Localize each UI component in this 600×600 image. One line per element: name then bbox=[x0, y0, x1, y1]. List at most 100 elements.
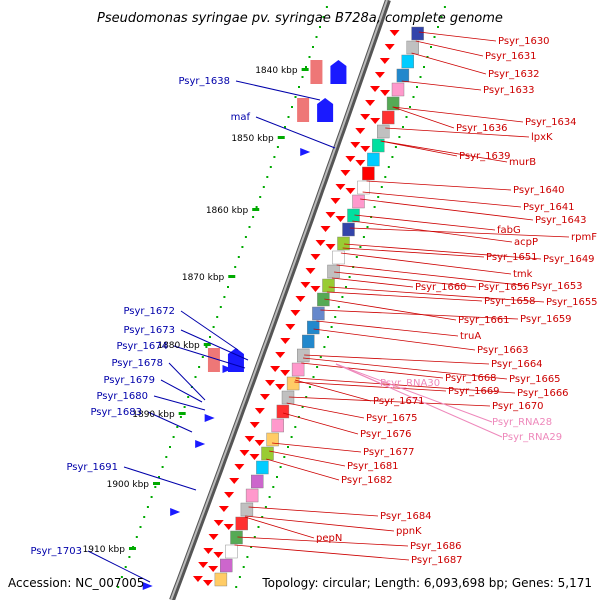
gene-label[interactable]: Psyr_1680 bbox=[96, 391, 148, 402]
gene-label[interactable]: Psyr_1677 bbox=[363, 447, 415, 458]
gene-label[interactable]: Psyr_1675 bbox=[366, 413, 418, 424]
reverse-gene-arrow bbox=[254, 408, 265, 414]
gene-label[interactable]: Psyr_1658 bbox=[484, 296, 536, 307]
label-connector bbox=[87, 550, 151, 583]
gene-label[interactable]: Psyr_1683 bbox=[90, 407, 142, 418]
gene-feature-block bbox=[352, 194, 365, 209]
gene-feature-block bbox=[377, 124, 390, 139]
gene-label[interactable]: Psyr_1681 bbox=[347, 461, 399, 472]
gene-label[interactable]: tmk bbox=[513, 269, 533, 280]
gene-label[interactable]: Psyr_1678 bbox=[111, 358, 163, 369]
gene-label[interactable]: Psyr_1651 bbox=[486, 252, 538, 263]
scale-dot bbox=[366, 226, 369, 228]
reverse-gene-arrow bbox=[275, 384, 286, 390]
gene-label[interactable]: Psyr_1691 bbox=[66, 462, 118, 473]
gene-label[interactable]: Psyr_1655 bbox=[546, 297, 598, 308]
gene-label[interactable]: Psyr_1674 bbox=[116, 341, 168, 352]
scale-dot bbox=[419, 76, 422, 78]
gene-label[interactable]: Psyr_1639 bbox=[459, 151, 511, 162]
label-connector bbox=[324, 298, 457, 321]
gene-label[interactable]: Psyr_1682 bbox=[341, 475, 393, 486]
gene-label[interactable]: Psyr_1672 bbox=[123, 306, 175, 317]
kbp-tick bbox=[128, 547, 136, 550]
gene-label[interactable]: Psyr_1659 bbox=[520, 314, 572, 325]
gene-label[interactable]: Psyr_1631 bbox=[485, 51, 537, 62]
gene-label[interactable]: Psyr_1656 bbox=[478, 282, 530, 293]
gene-label[interactable]: Psyr_1653 bbox=[531, 281, 583, 292]
gene-label[interactable]: Psyr_1686 bbox=[410, 541, 462, 552]
reverse-gene-arrow bbox=[265, 380, 276, 386]
gene-label[interactable]: Psyr_1666 bbox=[517, 388, 569, 399]
gene-feature-block bbox=[406, 40, 419, 55]
gene-label[interactable]: Psyr_1673 bbox=[123, 325, 175, 336]
reverse-gene-arrow bbox=[259, 394, 270, 400]
gene-label[interactable]: pepN bbox=[316, 533, 342, 544]
gene-label[interactable]: truA bbox=[460, 331, 481, 342]
gene-label[interactable]: Psyr_1630 bbox=[498, 36, 550, 47]
gene-label[interactable]: Psyr_1641 bbox=[523, 202, 575, 213]
gene-label[interactable]: Psyr_1669 bbox=[448, 386, 500, 397]
reverse-gene-arrow bbox=[280, 370, 291, 376]
gene-label[interactable]: Psyr_1664 bbox=[491, 359, 543, 370]
gene-label[interactable]: Psyr_1636 bbox=[456, 123, 508, 134]
gene-label[interactable]: Psyr_1668 bbox=[445, 373, 497, 384]
gene-feature-block bbox=[297, 98, 310, 122]
scale-dot bbox=[283, 456, 286, 458]
gene-feature-block bbox=[219, 558, 233, 573]
gene-label[interactable]: Psyr_1643 bbox=[535, 215, 587, 226]
scale-dot bbox=[264, 506, 267, 508]
scale-dot bbox=[237, 256, 240, 258]
gene-feature-block bbox=[240, 502, 254, 517]
gene-label[interactable]: lpxK bbox=[531, 132, 553, 143]
gene-label[interactable]: Psyr_1661 bbox=[458, 315, 510, 326]
reverse-gene-arrow bbox=[305, 268, 316, 274]
scale-dot bbox=[241, 246, 244, 248]
reverse-gene-arrow bbox=[192, 576, 203, 582]
rna-label[interactable]: Psyr_RNA30 bbox=[380, 378, 440, 389]
label-connector bbox=[385, 127, 530, 138]
gene-label[interactable]: Psyr_1640 bbox=[513, 185, 565, 196]
rna-label[interactable]: Psyr_RNA29 bbox=[502, 432, 562, 443]
label-connector bbox=[294, 379, 372, 402]
gene-label[interactable]: Psyr_1634 bbox=[525, 117, 577, 128]
scale-dot bbox=[169, 446, 171, 448]
gene-label[interactable]: Psyr_1676 bbox=[360, 429, 412, 440]
scale-dot bbox=[294, 96, 297, 98]
kbp-tick bbox=[228, 275, 236, 278]
gene-label[interactable]: Psyr_1632 bbox=[488, 69, 540, 80]
label-connector bbox=[286, 402, 365, 419]
gene-label[interactable]: maf bbox=[231, 112, 251, 123]
gene-label[interactable]: Psyr_1671 bbox=[373, 396, 425, 407]
gene-label[interactable]: Psyr_1684 bbox=[380, 511, 432, 522]
gene-label[interactable]: Psyr_1665 bbox=[509, 374, 561, 385]
scale-dot bbox=[146, 506, 149, 508]
gene-label[interactable]: Psyr_1649 bbox=[543, 254, 595, 265]
gene-label[interactable]: ppnK bbox=[396, 526, 422, 537]
label-connector bbox=[366, 180, 512, 191]
gene-label[interactable]: Psyr_1633 bbox=[483, 85, 535, 96]
gene-label[interactable]: acpP bbox=[514, 237, 538, 248]
label-connector bbox=[415, 40, 484, 57]
gene-label[interactable]: murB bbox=[509, 157, 536, 168]
gene-feature-block bbox=[391, 82, 405, 97]
gene-label[interactable]: rpmF bbox=[571, 232, 597, 243]
scale-dot bbox=[325, 6, 328, 8]
gene-label[interactable]: fabG bbox=[497, 225, 521, 236]
rna-label[interactable]: Psyr_RNA28 bbox=[492, 417, 552, 428]
label-connector bbox=[401, 80, 482, 91]
kbp-tick bbox=[203, 343, 211, 346]
reverse-gene-arrow bbox=[244, 436, 255, 442]
gene-label[interactable]: Psyr_1679 bbox=[103, 375, 155, 386]
reverse-gene-arrow bbox=[370, 86, 381, 92]
gene-label[interactable]: Psyr_1638 bbox=[178, 76, 230, 87]
gene-label[interactable]: Psyr_1670 bbox=[492, 401, 544, 412]
scale-dot bbox=[183, 406, 186, 408]
gene-label[interactable]: Psyr_1663 bbox=[477, 345, 529, 356]
reverse-gene-arrow bbox=[380, 90, 391, 96]
label-connector bbox=[173, 345, 246, 369]
gene-label[interactable]: Psyr_1660 bbox=[415, 282, 467, 293]
scale-dot bbox=[135, 536, 138, 538]
gene-label[interactable]: Psyr_1703 bbox=[30, 546, 82, 557]
scale-dot bbox=[194, 376, 197, 378]
gene-label[interactable]: Psyr_1687 bbox=[411, 555, 463, 566]
